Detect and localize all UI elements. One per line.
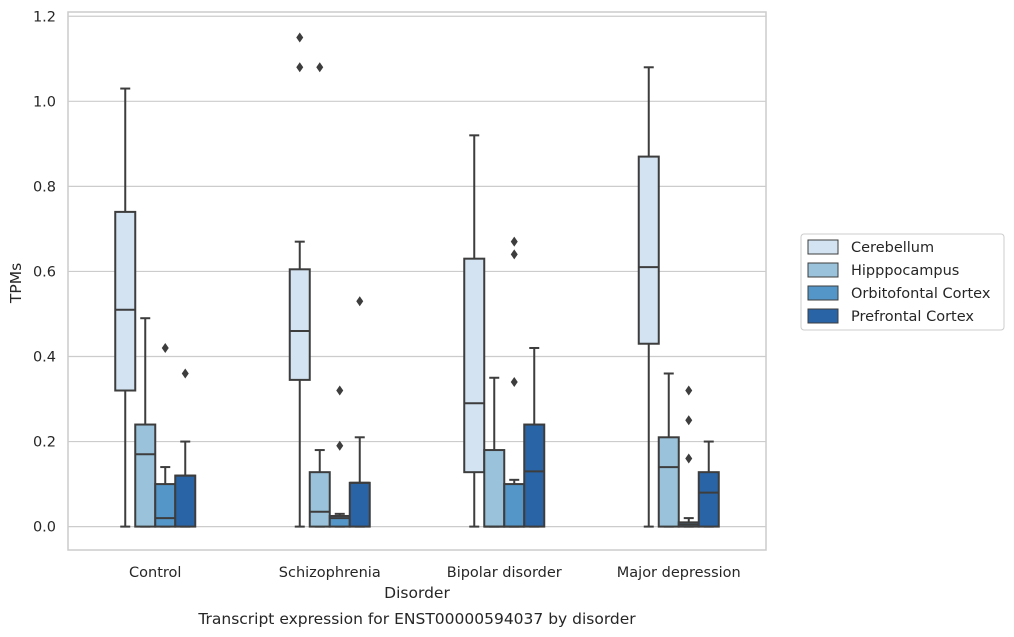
legend-swatch [807,239,839,255]
box-body [523,423,546,528]
y-ticks: 0.0 0.2 0.4 0.6 0.8 1.0 1.2 [33,9,56,535]
box-0-0 [114,87,137,528]
outlier-point [356,296,364,307]
outlier-point [685,385,693,396]
box-3-1 [657,372,680,528]
y-tick-label: 0.6 [33,264,56,280]
legend-frame [800,233,1005,331]
y-tick-label: 0.4 [33,349,56,365]
box-1-1 [308,62,331,528]
x-tick-label: Schizophrenia [279,565,381,581]
box-3-2 [677,385,700,528]
legend-label: Cerebellum [851,240,934,256]
outlier-point [510,377,518,388]
x-axis-label: Disorder [384,584,450,602]
x-tick-label: Major depression [617,565,741,581]
box-2-2 [503,236,526,528]
box-0-2 [154,342,177,528]
box-body [174,474,197,528]
box-0-1 [134,317,157,528]
box-body [463,257,486,474]
box-body [134,423,157,528]
legend-swatch [807,285,839,301]
legend: Cerebellum Hipppocampus Orbitofontal Corte… [800,233,1005,331]
box-body [154,483,177,528]
boxes [114,32,720,528]
y-tick-label: 0.8 [33,179,56,195]
outlier-point [510,249,518,260]
legend-label: Orbitofontal Cortex [851,286,991,302]
box-2-1 [483,376,506,528]
y-tick-label: 0.2 [33,435,56,451]
y-tick-label: 0.0 [33,520,56,536]
legend-label: Prefrontal Cortex [851,309,974,325]
box-body [348,481,371,528]
box-1-2 [328,385,351,528]
outlier-point [510,236,518,247]
box-2-3 [523,346,546,528]
y-axis-label: TPMs [7,263,25,304]
outlier-point [161,342,169,353]
box-body [637,155,660,345]
box-3-0 [637,66,660,528]
box-1-0 [288,32,311,528]
legend-label: Hipppocampus [851,263,959,279]
x-ticks: Control Schizophrenia Bipolar disorder Majo… [129,565,741,581]
outlier-point [336,440,344,451]
outlier-point [336,385,344,396]
legend-swatch [807,262,839,278]
box-body [308,471,331,528]
legend-swatch [807,308,839,324]
box-body [483,449,506,528]
box-1-3 [348,296,371,528]
outlier-point [296,32,304,43]
box-body [503,483,526,528]
box-3-3 [697,440,720,528]
x-tick-label: Control [129,565,181,581]
box-2-0 [463,134,486,528]
outlier-point [296,62,304,73]
outlier-point [181,368,189,379]
y-tick-label: 1.2 [33,9,56,25]
plot-frame [67,11,767,551]
y-tick-label: 1.0 [33,94,56,110]
outlier-point [316,62,324,73]
outlier-point [685,453,693,464]
box-body [657,436,680,528]
chart-caption: Transcript expression for ENST0000059403… [197,610,636,628]
box-body [114,210,137,392]
box-body [697,471,720,528]
outlier-point [685,415,693,426]
x-tick-label: Bipolar disorder [447,565,562,581]
box-0-3 [174,368,197,528]
box-body [288,268,311,381]
